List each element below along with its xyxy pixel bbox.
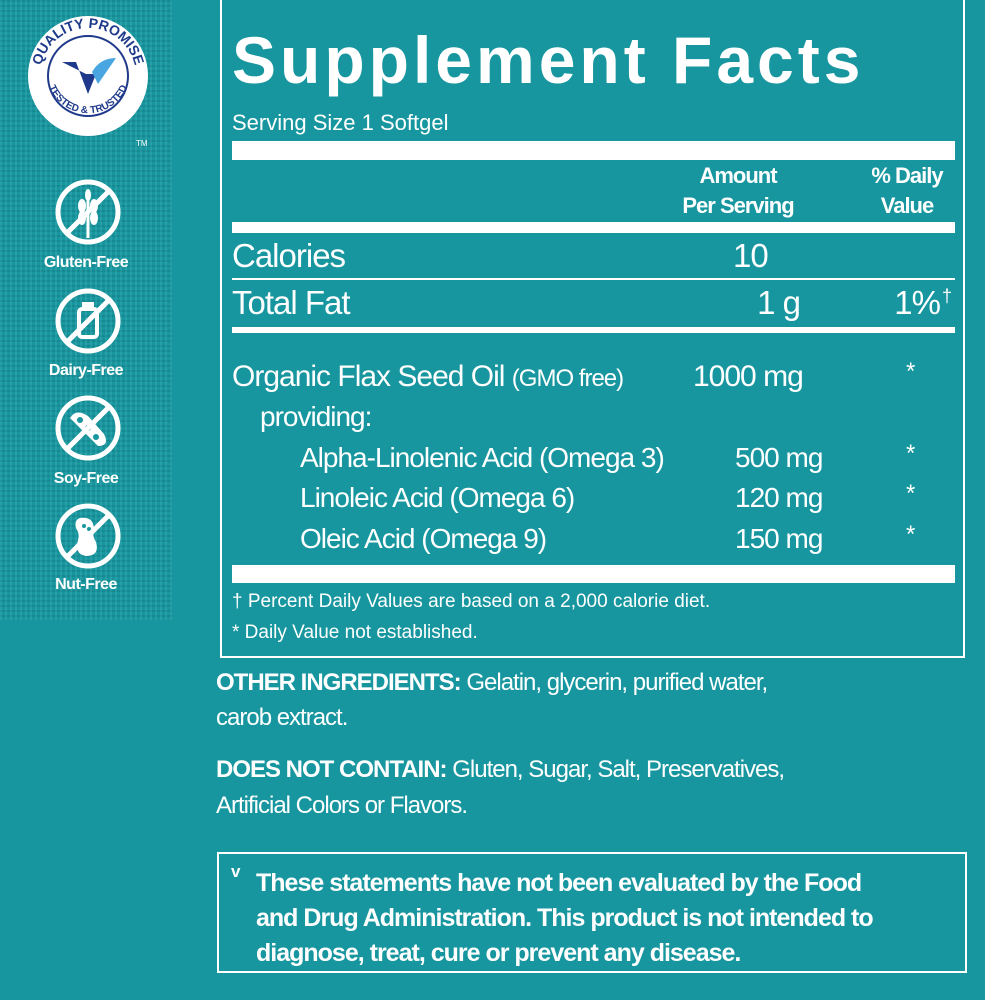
calories-label: Calories: [232, 237, 346, 274]
providing-label: providing:: [260, 401, 372, 432]
sub-item-amount: 150 mg: [735, 523, 823, 554]
does-not-contain-line1: Gluten, Sugar, Salt, Preservatives,: [446, 756, 785, 783]
flax-oil-row: Organic Flax Seed Oil (GMO free): [232, 360, 624, 394]
sub-item-amount: 120 mg: [735, 482, 823, 513]
badge-panel: QUALITY PROMISE TESTED & TRUSTED TM Glut…: [0, 0, 172, 620]
sub-item-label: Alpha-Linolenic Acid (Omega 3): [300, 442, 665, 473]
facts-title: Supplement Facts: [232, 23, 865, 97]
nut-free-label: Nut-Free: [55, 576, 117, 593]
dairy-free-label: Dairy-Free: [48, 362, 124, 379]
disclaimer-text: These statements have not been evaluated…: [256, 866, 874, 971]
does-not-contain-line2: Artificial Colors or Flavors.: [216, 792, 468, 819]
flax-oil-label: Organic Flax Seed Oil: [232, 360, 505, 393]
no-wheat-icon: [55, 179, 121, 245]
gluten-free-label: Gluten-Free: [43, 254, 129, 271]
calories-amount: 10: [733, 237, 769, 274]
other-ingredients: OTHER INGREDIENTS: Gelatin, glycerin, pu…: [216, 669, 768, 697]
sub-item-dv: *: [906, 521, 916, 548]
fda-disclaimer-box: [217, 852, 967, 973]
divider-thin: [232, 278, 955, 280]
total-fat-label: Total Fat: [232, 284, 351, 321]
svg-text:TM: TM: [136, 139, 148, 148]
divider-medium: [232, 222, 955, 233]
sub-item-dv: *: [906, 480, 916, 507]
serving-size: Serving Size 1 Softgel: [232, 110, 449, 135]
header-dv-line1: % Daily: [871, 163, 943, 188]
flax-oil-note: (GMO free): [511, 365, 624, 392]
other-ingredients-label: OTHER INGREDIENTS:: [216, 669, 462, 696]
sub-item-label: Linoleic Acid (Omega 6): [300, 482, 575, 513]
header-daily-value: % Daily Value: [855, 161, 959, 221]
does-not-contain: DOES NOT CONTAIN: Gluten, Sugar, Salt, P…: [216, 756, 785, 784]
divider-thick: [232, 565, 955, 583]
divider-thick: [232, 141, 955, 160]
does-not-contain-label: DOES NOT CONTAIN:: [216, 756, 448, 783]
divider-medium: [232, 327, 955, 333]
sub-item-amount: 500 mg: [735, 442, 823, 473]
soy-free-label: Soy-Free: [53, 470, 119, 487]
flax-oil-amount: 1000 mg: [693, 360, 804, 393]
header-dv-line2: Value: [880, 193, 934, 218]
disclaimer-mark: v: [231, 862, 241, 881]
other-ingredients-line2: carob extract.: [216, 704, 348, 731]
header-amount-line1: Amount: [699, 163, 777, 188]
quality-promise-seal-icon: QUALITY PROMISE TESTED & TRUSTED TM: [28, 15, 148, 148]
footnote-daily-values: † Percent Daily Values are based on a 2,…: [232, 591, 711, 612]
header-amount-line2: Per Serving: [682, 193, 794, 218]
disclaimer-line: These statements have not been evaluated…: [256, 869, 862, 897]
flax-oil-dv: *: [906, 358, 916, 385]
total-fat-dv: 1%: [894, 284, 941, 321]
footnote-not-established: * Daily Value not established.: [232, 622, 478, 643]
disclaimer-line: diagnose, treat, cure or prevent any dis…: [256, 939, 741, 967]
no-soybean-icon: [55, 395, 121, 461]
total-fat-amount: 1 g: [757, 284, 801, 321]
supplement-facts-panel: [220, 0, 965, 658]
other-ingredients-line1: Gelatin, glycerin, purified water,: [460, 669, 768, 696]
sub-item-dv: *: [906, 440, 916, 467]
no-peanut-icon: [55, 503, 121, 569]
sub-item-label: Oleic Acid (Omega 9): [300, 523, 547, 554]
no-milk-bottle-icon: [55, 288, 121, 354]
dagger-mark: †: [942, 286, 953, 306]
header-amount: Amount Per Serving: [660, 161, 816, 221]
disclaimer-line: and Drug Administration. This product is…: [256, 904, 874, 932]
